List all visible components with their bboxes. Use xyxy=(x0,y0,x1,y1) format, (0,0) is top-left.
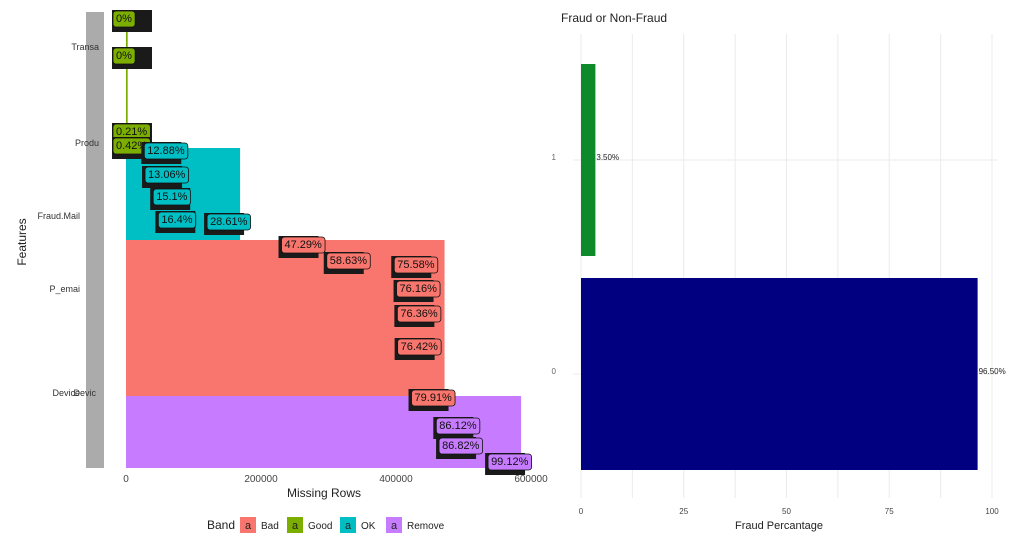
chart-title: Fraud or Non-Fraud xyxy=(561,11,667,25)
feature-label: Device xyxy=(52,388,80,398)
feature-label: P_emai xyxy=(49,284,80,294)
band-area-good xyxy=(126,12,128,148)
x-tick-label: 100 xyxy=(985,507,999,516)
x-tick-label: 600000 xyxy=(514,474,548,485)
legend-glyph: a xyxy=(345,520,352,532)
x-tick-label: 200000 xyxy=(244,474,278,485)
bar-pct-label: 12.88% xyxy=(147,145,185,157)
bar-pct-label: 0.42% xyxy=(116,140,147,152)
fraud-bar xyxy=(581,278,978,470)
legend-title: Band xyxy=(207,518,235,532)
bar-pct-label: 99.12% xyxy=(491,456,529,468)
x-tick-labels: 0 25 50 75 100 xyxy=(579,507,999,516)
x-tick-label: 400000 xyxy=(379,474,413,485)
bar-pct-label: 15.1% xyxy=(156,191,187,203)
legend-glyph: a xyxy=(245,520,252,532)
x-tick-label: 75 xyxy=(885,507,894,516)
legend-swatch xyxy=(240,517,256,533)
feature-label: Fraud.Mail xyxy=(37,211,80,221)
legend-swatch xyxy=(340,517,356,533)
bar-label-box xyxy=(438,437,483,455)
bar-label-box xyxy=(487,453,533,471)
y-tick-label: 0 xyxy=(552,367,557,376)
bar-label-box xyxy=(411,389,456,407)
legend-swatch xyxy=(386,517,402,533)
bar-stack: 0% 0% 0.21% 0.42% 12.88% 13.06% 15.1% 16.4% 28.6… xyxy=(112,10,533,475)
bar-pct-label: 76.16% xyxy=(400,283,438,295)
fraud-bar-label: 3.50% xyxy=(596,153,619,162)
x-axis-title: Fraud Percantage xyxy=(735,520,823,532)
fraud-bars: 96.50% 0 3.50% 1 xyxy=(552,64,1006,470)
y-axis-title: Features xyxy=(15,218,29,265)
bar-label-box xyxy=(281,236,326,254)
x-tick-label: 25 xyxy=(679,507,688,516)
bar-pct-label: 16.4% xyxy=(161,214,192,226)
x-axis-title: Missing Rows xyxy=(287,486,361,500)
x-tick-label: 0 xyxy=(579,507,584,516)
bar-pct-label: 0.21% xyxy=(116,126,147,138)
bar-pct-label: 13.06% xyxy=(148,169,186,181)
bar-label-box xyxy=(393,256,439,274)
bar-label-box xyxy=(396,280,441,298)
bar-pct-label: 47.29% xyxy=(285,239,323,251)
fraud-bar-label: 96.50% xyxy=(979,367,1006,376)
legend-label: OK xyxy=(361,521,376,532)
bar-label-box xyxy=(435,417,481,435)
bar-pct-label: 86.82% xyxy=(442,440,480,452)
bar-label-box xyxy=(112,47,136,65)
legend-label: Remove xyxy=(407,521,445,532)
bar-pct-label: 75.58% xyxy=(397,259,435,271)
bar-pct-label: 76.42% xyxy=(401,341,439,353)
fraud-chart: Fraud or Non-Fraud 96.50% 0 3.50% 1 0 25 50 75… xyxy=(552,11,1006,532)
y-tick-label: 1 xyxy=(552,153,557,162)
bar-label-box xyxy=(143,142,189,160)
feature-label: Devic xyxy=(73,388,96,398)
bar-label-box xyxy=(206,213,252,231)
fraud-bar xyxy=(581,64,596,256)
bar-label-box xyxy=(152,188,192,206)
bar-label-box xyxy=(112,10,136,28)
bar-pct-label: 28.61% xyxy=(210,216,248,228)
x-tick-label: 50 xyxy=(782,507,791,516)
legend: Band a Bad a Good a OK a Remove xyxy=(207,517,445,533)
legend-glyph: a xyxy=(292,520,299,532)
bar-label-box xyxy=(396,305,442,323)
x-tick-label: 0 xyxy=(123,474,129,485)
missing-rows-chart: 0% 0% 0.21% 0.42% 12.88% 13.06% 15.1% 16.4% 28.6… xyxy=(15,10,548,533)
bar-label-box xyxy=(397,338,442,356)
legend-swatch xyxy=(287,517,303,533)
bar-pct-label: 86.12% xyxy=(439,420,477,432)
legend-label: Good xyxy=(308,521,332,532)
bar-pct-label: 0% xyxy=(116,50,132,62)
x-tick-labels: 0 200000 400000 600000 xyxy=(123,474,548,485)
feature-label: Produ xyxy=(75,138,99,148)
feature-label: Transa xyxy=(71,42,99,52)
y-tick-clutter xyxy=(86,12,104,468)
bar-pct-label: 76.36% xyxy=(400,308,438,320)
bar-label-box xyxy=(144,166,189,184)
legend-label: Bad xyxy=(261,521,279,532)
bar-pct-label: 79.91% xyxy=(415,392,453,404)
bar-pct-label: 58.63% xyxy=(330,255,368,267)
bar-label-box xyxy=(326,252,371,270)
legend-glyph: a xyxy=(391,520,398,532)
bar-pct-label: 0% xyxy=(116,13,132,25)
bar-label-box xyxy=(157,211,197,229)
